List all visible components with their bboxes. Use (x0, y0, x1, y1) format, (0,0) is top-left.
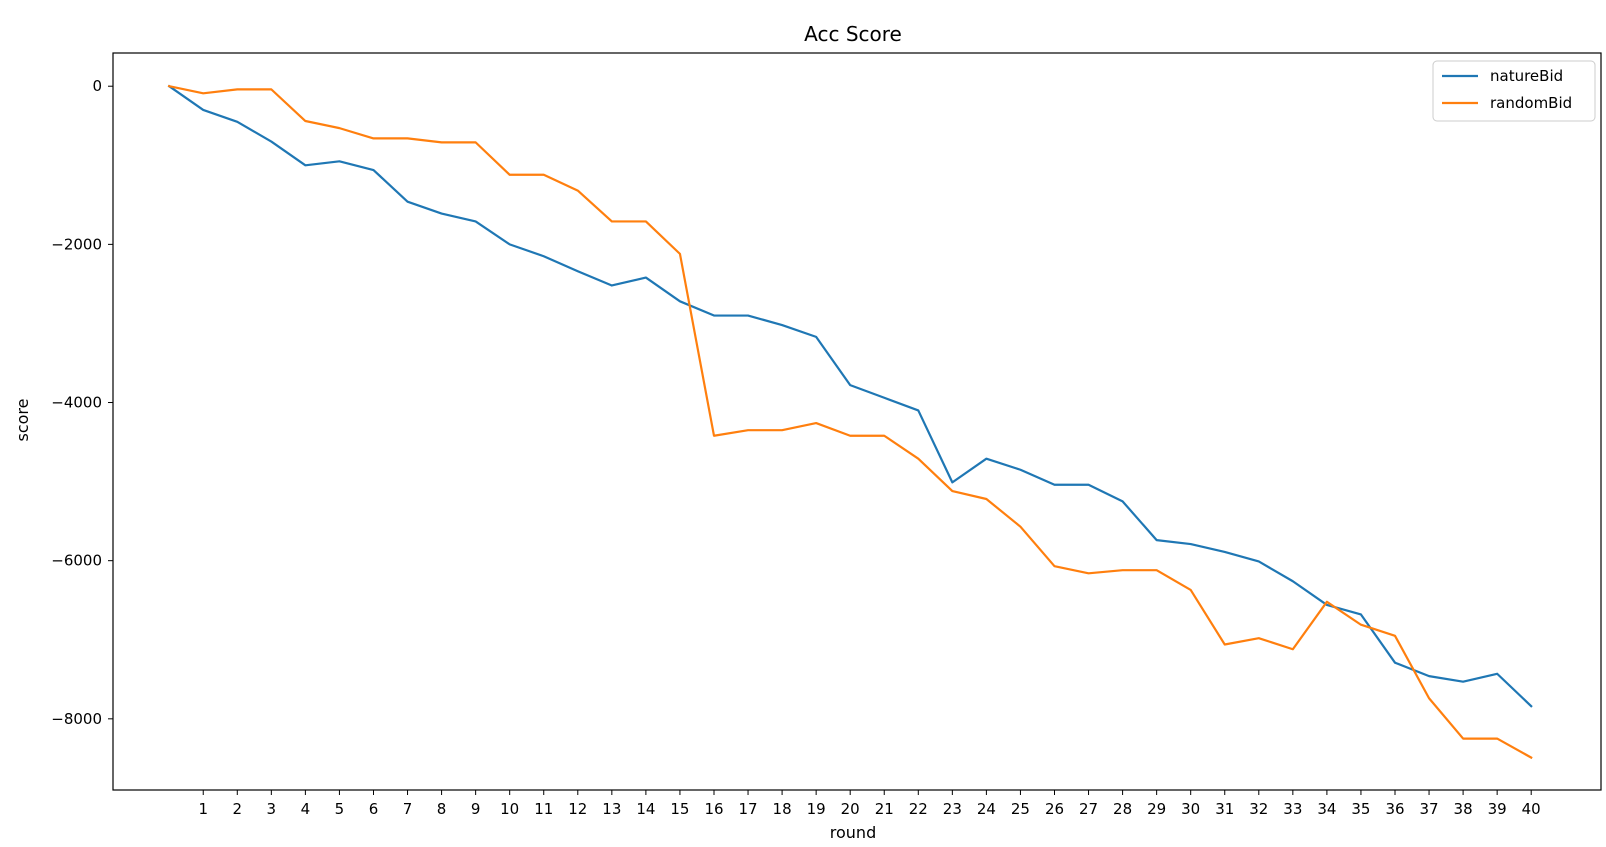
series-line-randomBid (167, 84, 1533, 760)
x-tick-label: 39 (1488, 800, 1507, 818)
y-tick-label: 0 (92, 77, 102, 95)
x-axis-label: round (830, 823, 876, 842)
x-tick-label: 5 (335, 800, 345, 818)
x-tick-label: 18 (773, 800, 792, 818)
x-tick-label: 33 (1283, 800, 1302, 818)
x-tick-label: 34 (1317, 800, 1336, 818)
axes-frame (112, 52, 1602, 791)
x-tick-label: 21 (875, 800, 894, 818)
series-layer (167, 84, 1533, 760)
series-line-natureBid (167, 84, 1533, 708)
x-tick-label: 10 (500, 800, 519, 818)
x-tick-label: 24 (977, 800, 996, 818)
x-tick-label: 36 (1385, 800, 1404, 818)
x-tick-label: 17 (738, 800, 757, 818)
x-tick-label: 20 (841, 800, 860, 818)
y-tick-label: −6000 (51, 552, 102, 570)
x-tick-label: 38 (1454, 800, 1473, 818)
x-tick-label: 23 (943, 800, 962, 818)
x-tick-label: 9 (471, 800, 481, 818)
chart-title: Acc Score (804, 22, 902, 46)
x-tick-label: 11 (534, 800, 553, 818)
x-tick-label: 8 (437, 800, 447, 818)
plot-background (113, 53, 1601, 790)
x-tick-label: 25 (1011, 800, 1030, 818)
x-tick-label: 4 (301, 800, 311, 818)
x-tick-label: 28 (1113, 800, 1132, 818)
x-tick-label: 12 (568, 800, 587, 818)
legend-label-natureBid: natureBid (1490, 67, 1563, 85)
y-tick-label: −2000 (51, 235, 102, 253)
x-tick-label: 26 (1045, 800, 1064, 818)
x-tick-label: 27 (1079, 800, 1098, 818)
legend-label-randomBid: randomBid (1490, 94, 1572, 112)
x-axis-ticks: 1 2 3 4 5 6 7 8 9 10 11 12 13 14 15 16 17 18 19 20 21 22 23 24 2… (198, 790, 1541, 818)
x-tick-label: 32 (1249, 800, 1268, 818)
axes-layer (112, 52, 1602, 791)
plot-area (113, 53, 1601, 790)
x-tick-label: 16 (704, 800, 723, 818)
x-tick-label: 13 (602, 800, 621, 818)
x-tick-label: 2 (233, 800, 243, 818)
x-tick-label: 29 (1147, 800, 1166, 818)
x-tick-label: 14 (636, 800, 655, 818)
y-axis-ticks: 0 −2000 −4000 −6000 −8000 (51, 77, 113, 728)
y-tick-label: −8000 (51, 710, 102, 728)
legend: natureBid randomBid (1432, 60, 1596, 122)
x-tick-label: 3 (267, 800, 277, 818)
x-tick-label: 35 (1351, 800, 1370, 818)
y-tick-label: −4000 (51, 394, 102, 412)
x-tick-label: 19 (807, 800, 826, 818)
x-tick-label: 40 (1522, 800, 1541, 818)
x-tick-label: 22 (909, 800, 928, 818)
x-tick-label: 1 (198, 800, 208, 818)
x-tick-label: 37 (1419, 800, 1438, 818)
x-tick-label: 31 (1215, 800, 1234, 818)
x-tick-label: 6 (369, 800, 379, 818)
x-tick-label: 30 (1181, 800, 1200, 818)
y-axis-label: score (13, 399, 32, 442)
x-tick-label: 7 (403, 800, 413, 818)
x-tick-label: 15 (670, 800, 689, 818)
